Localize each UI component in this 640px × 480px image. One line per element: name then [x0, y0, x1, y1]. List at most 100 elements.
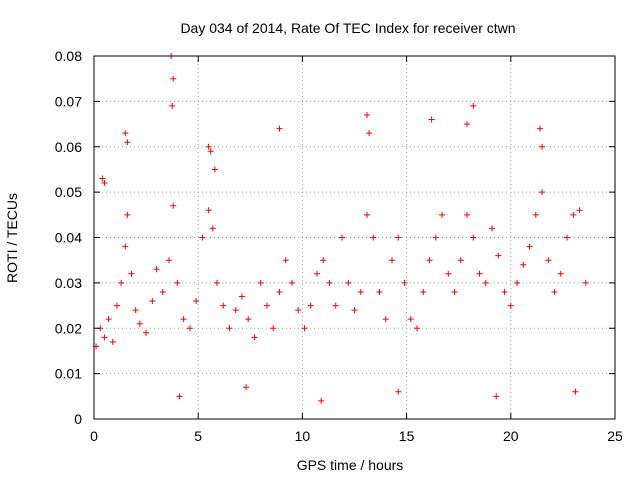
- data-point: [243, 384, 250, 391]
- data-point: [426, 257, 433, 264]
- data-point: [420, 288, 427, 295]
- y-tick-label: 0.01: [55, 366, 82, 382]
- data-point: [176, 393, 183, 400]
- y-tick-label: 0.07: [55, 93, 82, 109]
- y-tick-label: 0.04: [55, 230, 82, 246]
- data-point: [389, 257, 396, 264]
- data-point: [132, 307, 139, 314]
- data-point: [370, 234, 377, 241]
- data-point: [199, 234, 206, 241]
- x-tick-labels: 0 5 10 15 20 25: [90, 428, 623, 444]
- data-point: [551, 288, 558, 295]
- data-point: [570, 211, 577, 218]
- data-point: [276, 288, 283, 295]
- data-point: [457, 257, 464, 264]
- data-point: [364, 211, 371, 218]
- data-point: [257, 279, 264, 286]
- data-point: [326, 279, 333, 286]
- data-point: [220, 302, 227, 309]
- data-point: [170, 75, 177, 82]
- data-point: [318, 397, 325, 404]
- data-point: [451, 288, 458, 295]
- data-point: [193, 298, 200, 305]
- data-point: [270, 325, 277, 332]
- data-point: [159, 288, 166, 295]
- data-point: [582, 279, 589, 286]
- data-point: [124, 139, 131, 146]
- grid-lines: [94, 56, 615, 419]
- y-tick-label: 0.02: [55, 320, 82, 336]
- data-point: [205, 143, 212, 150]
- data-point: [345, 279, 352, 286]
- data-point: [118, 279, 125, 286]
- data-point: [338, 234, 345, 241]
- data-point: [105, 316, 112, 323]
- data-point: [395, 388, 402, 395]
- data-point: [180, 316, 187, 323]
- y-tick-labels: 0 0.01 0.02 0.03 0.04 0.05 0.06 0.07 0.08: [55, 48, 82, 427]
- axis-ticks: [93, 55, 616, 420]
- data-point: [428, 116, 435, 123]
- data-point: [307, 302, 314, 309]
- y-tick-label: 0.03: [55, 275, 82, 291]
- data-point: [493, 393, 500, 400]
- data-point: [520, 261, 527, 268]
- data-point: [539, 143, 546, 150]
- data-point: [205, 207, 212, 214]
- data-point: [572, 388, 579, 395]
- chart-title: Day 034 of 2014, Rate Of TEC Index for r…: [180, 20, 515, 36]
- data-point: [101, 180, 108, 187]
- x-tick-label: 0: [90, 428, 98, 444]
- data-point: [109, 338, 116, 345]
- data-point: [470, 102, 477, 109]
- data-point: [526, 243, 533, 250]
- data-point: [232, 307, 239, 314]
- data-point: [169, 102, 176, 109]
- data-point: [364, 111, 371, 118]
- data-point: [351, 307, 358, 314]
- data-point: [414, 325, 421, 332]
- data-point: [213, 279, 220, 286]
- data-point: [263, 302, 270, 309]
- x-tick-label: 20: [503, 428, 519, 444]
- data-point: [407, 316, 414, 323]
- data-point: [576, 207, 583, 214]
- data-point: [395, 234, 402, 241]
- data-point: [501, 288, 508, 295]
- data-point: [211, 166, 218, 173]
- data-point: [170, 202, 177, 209]
- data-point: [276, 125, 283, 132]
- data-point: [445, 270, 452, 277]
- data-point: [226, 325, 233, 332]
- data-point: [101, 334, 108, 341]
- data-point: [489, 225, 496, 232]
- data-point: [382, 316, 389, 323]
- data-point: [124, 211, 131, 218]
- data-point: [545, 257, 552, 264]
- data-point: [482, 279, 489, 286]
- y-tick-label: 0.06: [55, 139, 82, 155]
- data-point: [464, 211, 471, 218]
- data-point: [136, 320, 143, 327]
- y-tick-label: 0.05: [55, 184, 82, 200]
- data-point: [209, 225, 216, 232]
- data-point: [366, 130, 373, 137]
- data-point: [476, 270, 483, 277]
- data-point: [495, 252, 502, 259]
- data-point: [507, 302, 514, 309]
- data-point: [288, 279, 295, 286]
- data-point: [122, 243, 129, 250]
- data-point: [282, 257, 289, 264]
- data-point: [464, 121, 471, 128]
- data-point: [514, 279, 521, 286]
- y-tick-label: 0.08: [55, 48, 82, 64]
- data-point: [536, 125, 543, 132]
- x-tick-label: 5: [194, 428, 202, 444]
- x-tick-label: 15: [399, 428, 415, 444]
- data-point: [401, 279, 408, 286]
- data-point: [128, 270, 135, 277]
- data-point: [174, 279, 181, 286]
- data-point: [295, 307, 302, 314]
- data-point: [166, 257, 173, 264]
- data-point: [122, 130, 129, 137]
